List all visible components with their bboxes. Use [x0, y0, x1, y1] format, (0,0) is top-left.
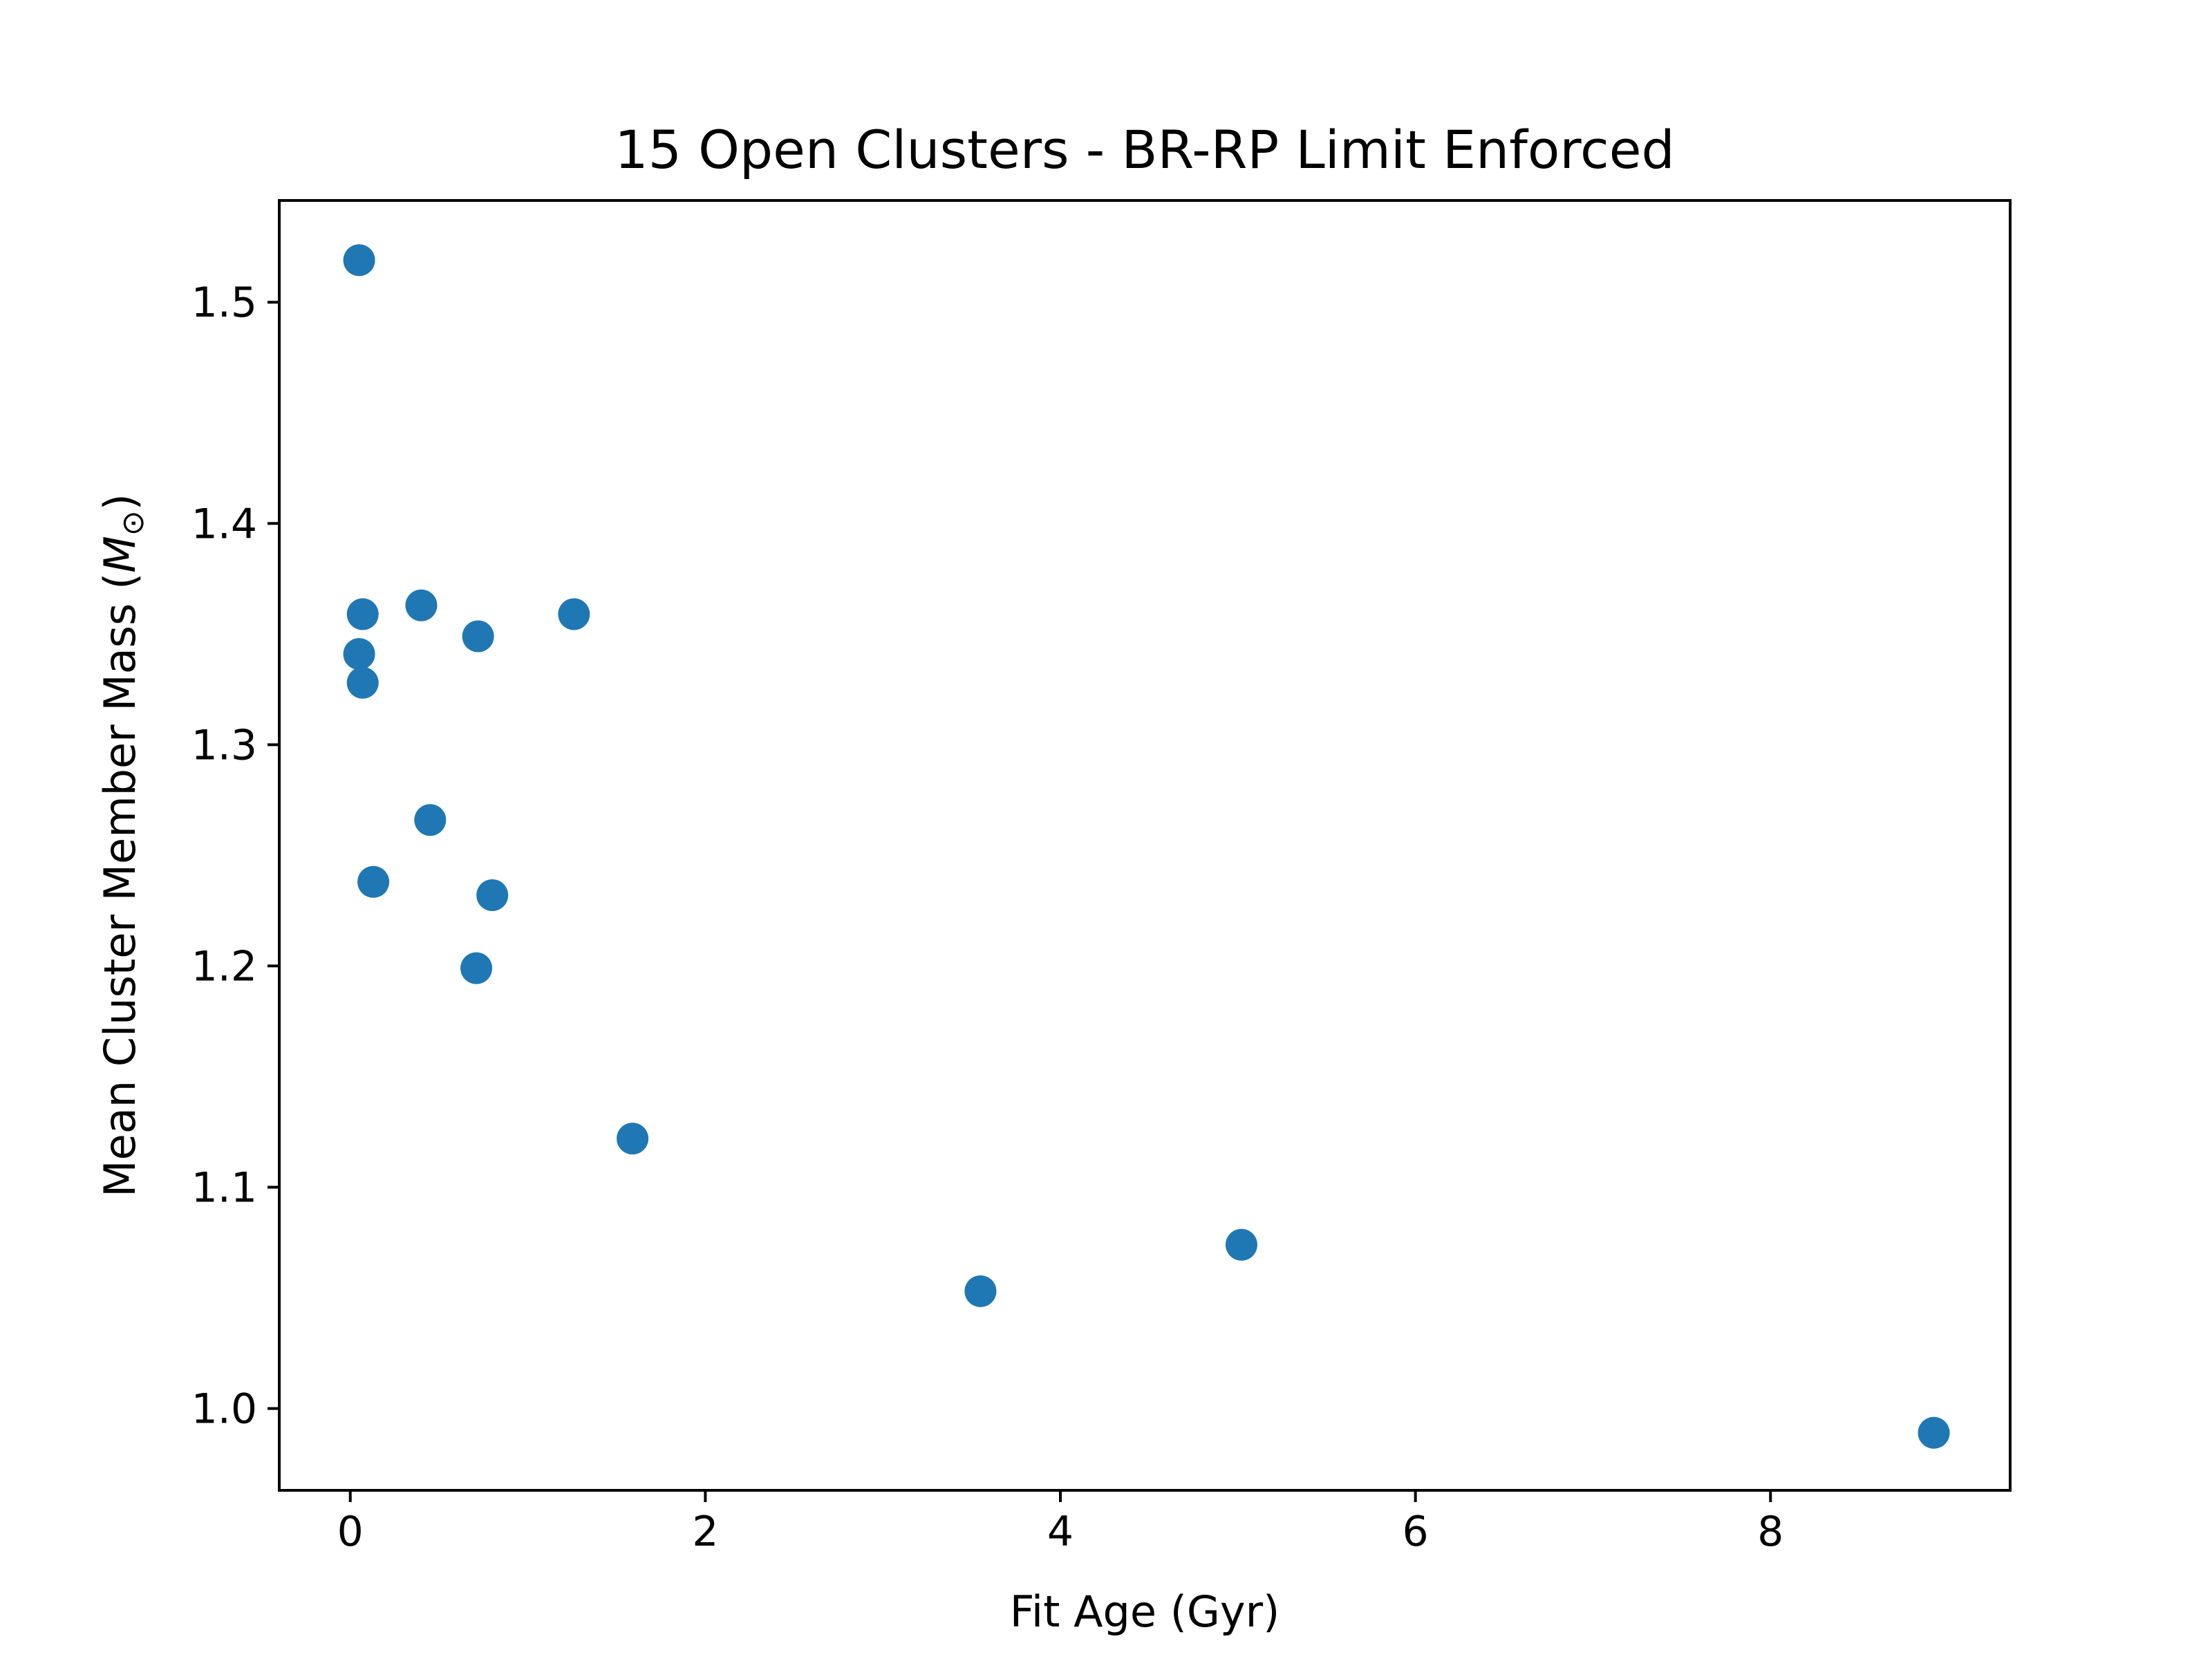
x-tick-label: 8	[1757, 1508, 1783, 1556]
y-tick-label: 1.4	[191, 500, 257, 548]
x-tick-label: 4	[1047, 1508, 1074, 1556]
y-tick-label: 1.2	[191, 942, 257, 991]
data-point	[346, 598, 379, 630]
data-point	[1918, 1416, 1950, 1449]
data-point	[617, 1123, 649, 1155]
y-tick-label: 1.3	[191, 721, 257, 769]
data-point	[476, 879, 509, 912]
data-point	[462, 620, 494, 653]
y-axis-title-subscript: ⊙	[115, 510, 151, 536]
chart-title: 15 Open Clusters - BR-RP Limit Enforced	[615, 119, 1675, 180]
y-axis-title-symbol: M	[95, 536, 145, 573]
x-tick-label: 0	[337, 1508, 364, 1556]
y-axis-title: Mean Cluster Member Mass (M⊙)	[95, 494, 151, 1197]
ticks-layer: 0 2 4 6 8 1.0 1.1 1.2 1.3 1.4 1.5	[191, 279, 1784, 1556]
data-point	[343, 244, 375, 276]
y-tick-label: 1.5	[191, 279, 257, 327]
data-point	[460, 952, 493, 984]
data-point	[346, 666, 379, 699]
data-point	[357, 865, 390, 898]
y-axis-title-close: )	[95, 494, 145, 510]
x-tick-label: 2	[692, 1508, 718, 1556]
data-point	[343, 638, 375, 671]
x-tick-label: 6	[1403, 1508, 1429, 1556]
points-layer	[343, 244, 1950, 1449]
y-tick-label: 1.1	[191, 1164, 257, 1212]
data-point	[558, 598, 590, 630]
plot-frame	[278, 199, 2012, 1492]
data-point	[1225, 1228, 1257, 1261]
y-tick-label: 1.0	[191, 1385, 257, 1434]
data-point	[964, 1275, 997, 1307]
data-point	[414, 804, 447, 836]
data-point	[405, 589, 438, 621]
x-axis-title: Fit Age (Gyr)	[1010, 1586, 1280, 1637]
y-axis-title-main: Mean Cluster Member Mass (	[95, 573, 145, 1197]
